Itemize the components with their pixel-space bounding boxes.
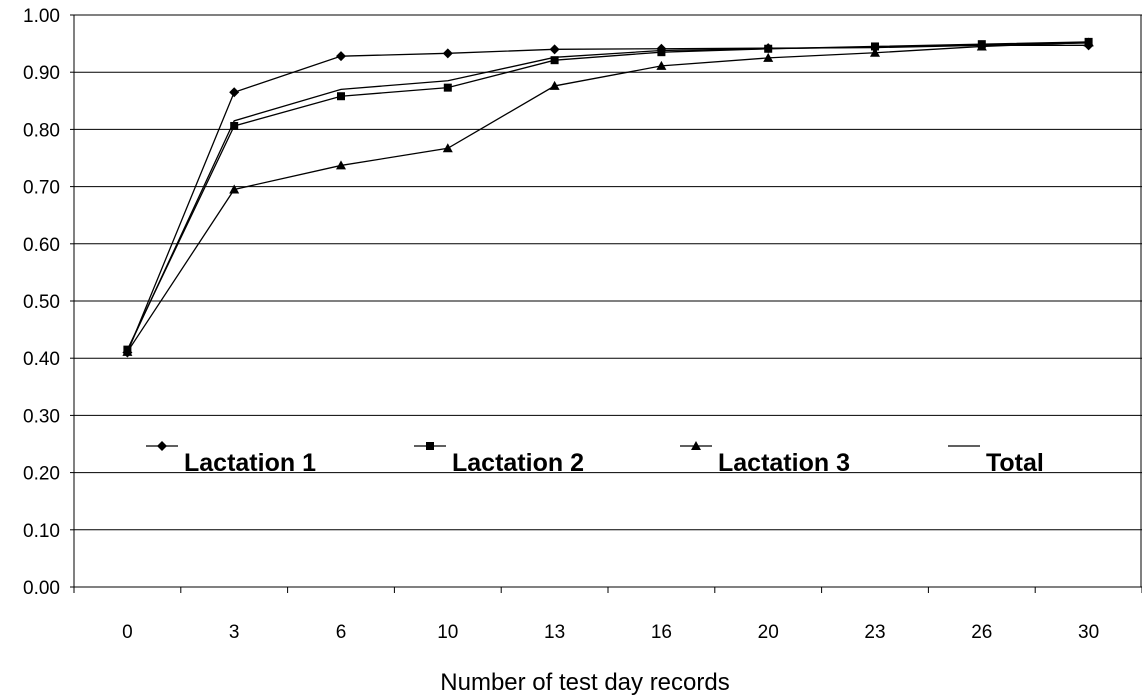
series-line: [126, 41, 1089, 350]
legend-label: Lactation 2: [452, 449, 584, 477]
diamond-marker: [336, 51, 346, 62]
square-marker: [657, 48, 666, 57]
legend-label: Total: [986, 449, 1044, 477]
square-marker: [230, 121, 239, 130]
triangle-marker: [549, 80, 560, 90]
square-marker: [443, 83, 452, 92]
triangle-marker: [763, 52, 774, 62]
legend-label: Lactation 1: [184, 449, 316, 477]
square-marker: [337, 92, 345, 101]
series-line: [126, 44, 1089, 353]
series-lactation-1: [122, 40, 1094, 358]
series-lines: [122, 37, 1094, 358]
y-tick-label: 0.50: [23, 292, 60, 313]
triangle-marker: [442, 143, 453, 153]
legend-label: Lactation 3: [718, 449, 850, 477]
series-lactation-3: [122, 37, 1094, 356]
y-tick-label: 0.90: [23, 63, 60, 84]
y-tick-label: 0.00: [23, 578, 60, 599]
square-marker: [550, 56, 559, 65]
series-lactation-2: [123, 37, 1093, 354]
legend-item: Lactation 1: [146, 441, 316, 477]
diamond-marker: [442, 48, 453, 59]
x-tick-label: 6: [336, 622, 347, 643]
y-tick-label: 0.60: [23, 235, 60, 256]
triangle-marker: [336, 160, 346, 170]
x-tick-label: 3: [229, 622, 240, 643]
x-tick-label: 30: [1078, 622, 1099, 643]
triangle-marker: [122, 346, 133, 356]
triangle-marker: [976, 41, 987, 51]
y-tick-label: 0.40: [23, 349, 60, 370]
x-tick-label: 26: [971, 622, 992, 643]
triangle-marker: [870, 47, 880, 57]
axes: 0.00 0.10 0.20 0.30 0.40 0.50 0.60 0.70 0.80 0.90…: [23, 6, 1142, 643]
x-tick-label: 16: [651, 622, 672, 643]
series-total: [126, 42, 1089, 352]
diamond-marker: [157, 441, 167, 451]
y-tick-label: 0.30: [23, 406, 60, 427]
series-line: [126, 42, 1089, 352]
y-tick-label: 1.00: [23, 6, 60, 27]
x-tick-label: 13: [544, 622, 565, 643]
triangle-marker: [656, 60, 667, 70]
x-tick-label: 23: [864, 622, 885, 643]
triangle-marker: [1083, 37, 1094, 47]
x-tick-label: 10: [437, 622, 458, 643]
y-tick-label: 0.20: [23, 464, 60, 485]
y-tick-label: 0.10: [23, 521, 60, 542]
legend-item: Lactation 3: [680, 441, 850, 477]
gridlines: [74, 14, 1142, 531]
square-marker: [426, 442, 434, 450]
y-tick-label: 0.80: [23, 120, 60, 141]
diamond-marker: [549, 44, 560, 55]
triangle-marker: [229, 184, 240, 194]
x-tick-label: 0: [122, 622, 133, 643]
legend: Lactation 1 Lactation 2 Lactation 3 Total: [146, 441, 1044, 477]
x-tick-label: 20: [758, 622, 779, 643]
series-line: [126, 41, 1089, 353]
x-axis-title: Number of test day records: [440, 669, 729, 695]
y-tick-label: 0.70: [23, 178, 60, 199]
legend-item: Lactation 2: [414, 442, 584, 477]
legend-item: Total: [948, 445, 1044, 477]
diamond-marker: [229, 87, 240, 98]
triangle-marker: [691, 441, 701, 450]
